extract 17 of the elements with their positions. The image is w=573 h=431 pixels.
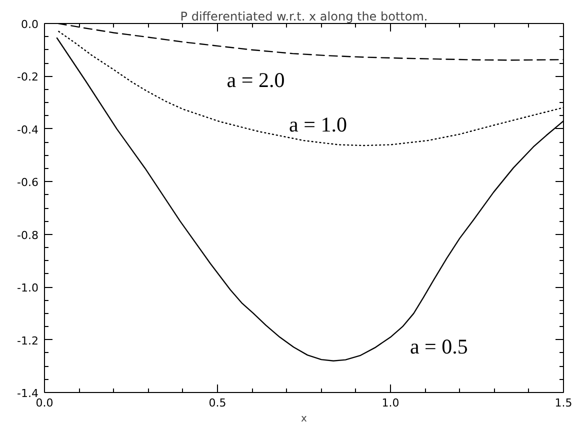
annotation: a = 1.0 xyxy=(289,112,347,137)
y-tick-label: -1.0 xyxy=(17,282,39,295)
line-series xyxy=(58,30,564,146)
y-tick-label: -0.6 xyxy=(17,176,39,190)
y-tick-label: -0.8 xyxy=(17,228,39,242)
x-tick-label: 0.5 xyxy=(208,396,226,410)
annotation: a = 2.0 xyxy=(226,68,285,92)
annotation: a = 0.5 xyxy=(410,334,468,359)
line-series xyxy=(58,24,564,61)
x-tick-label: 1.0 xyxy=(382,396,400,410)
y-tick-label: -1.2 xyxy=(17,334,39,348)
y-tick-label: -0.4 xyxy=(17,123,39,136)
y-tick-label: 0.0 xyxy=(21,18,39,31)
x-tick-label: 1.5 xyxy=(554,396,572,410)
x-axis-title: x xyxy=(301,414,308,424)
chart-title: P differentiated w.r.t. x along the bottom. xyxy=(180,10,428,24)
y-tick-label: -0.2 xyxy=(17,70,39,84)
